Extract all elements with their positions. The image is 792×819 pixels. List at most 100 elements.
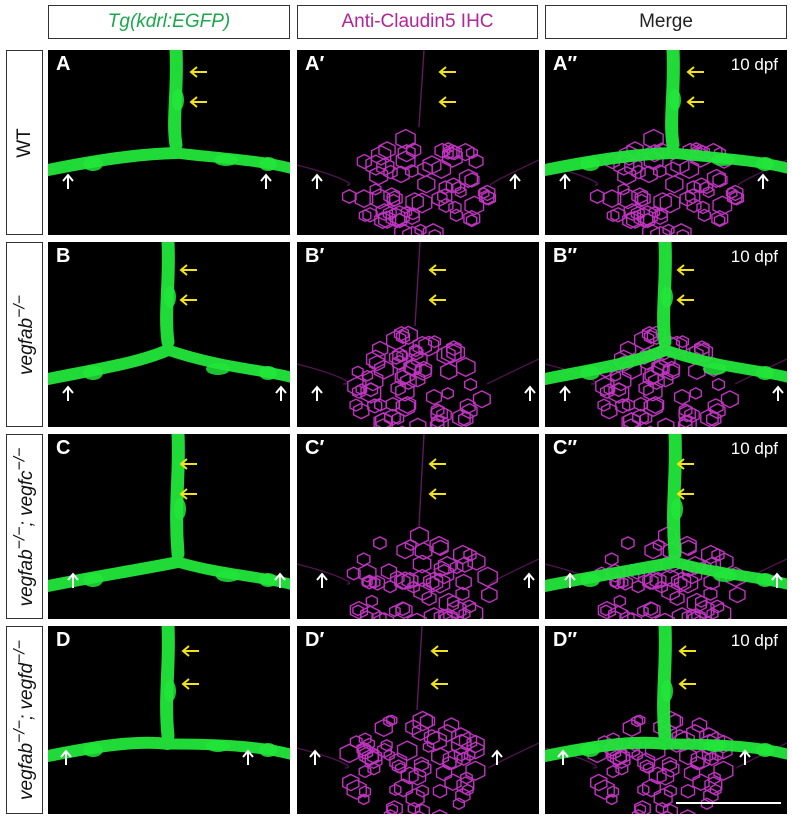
- micrograph-image: [545, 626, 787, 814]
- white-arrow-icon: [311, 173, 323, 189]
- column-header-egfp: Tg(kdrl:EGFP): [48, 5, 290, 39]
- yellow-arrow-icon: [428, 264, 446, 276]
- yellow-arrow-icon: [676, 458, 694, 470]
- panel-label: B′: [305, 245, 325, 267]
- row-label-text: WT: [13, 127, 35, 158]
- white-arrow-icon: [316, 572, 328, 588]
- yellow-arrow-icon: [181, 678, 199, 690]
- stage-label: 10 dpf: [730, 247, 778, 266]
- micrograph-image: [297, 434, 539, 619]
- panel-label: A: [56, 53, 71, 75]
- white-arrow-icon: [564, 572, 576, 588]
- white-arrow-icon: [260, 173, 272, 189]
- stage-label: 10 dpf: [730, 439, 778, 458]
- white-arrow-icon: [739, 749, 751, 765]
- panel-label: A′: [305, 53, 325, 75]
- yellow-arrow-icon: [179, 264, 197, 276]
- yellow-arrow-icon: [686, 96, 704, 108]
- white-arrow-icon: [62, 173, 74, 189]
- micrograph-panel: B′: [297, 242, 539, 427]
- yellow-arrow-icon: [686, 66, 704, 78]
- yellow-arrow-icon: [179, 458, 197, 470]
- scale-bar: [676, 802, 781, 804]
- micrograph-panel: B″ 10 dpf: [545, 242, 787, 427]
- yellow-arrow-icon: [189, 66, 207, 78]
- panel-label: A″: [553, 53, 578, 75]
- column-header-label: Tg(kdrl:EGFP): [107, 11, 231, 32]
- yellow-arrow-icon: [428, 488, 446, 500]
- row-label-wt: WT: [6, 50, 43, 235]
- column-header-label: Anti-Claudin5 IHC: [341, 11, 494, 32]
- yellow-arrow-icon: [678, 678, 696, 690]
- stage-label: 10 dpf: [730, 55, 778, 74]
- yellow-arrow-icon: [676, 294, 694, 306]
- micrograph-panel: D: [48, 626, 290, 814]
- yellow-arrow-icon: [428, 458, 446, 470]
- micrograph-panel: D′: [297, 626, 539, 814]
- white-arrow-icon: [524, 385, 536, 401]
- yellow-arrow-icon: [179, 488, 197, 500]
- micrograph-panel: C: [48, 434, 290, 619]
- yellow-arrow-icon: [676, 488, 694, 500]
- white-arrow-icon: [311, 385, 323, 401]
- white-arrow-icon: [559, 385, 571, 401]
- yellow-arrow-icon: [438, 96, 456, 108]
- panel-label: D″: [553, 629, 578, 651]
- panel-label: C: [56, 437, 71, 459]
- micrograph-panel: C′: [297, 434, 539, 619]
- panel-label: C′: [305, 437, 325, 459]
- row-label-text: vegfab−/−; vegfc−/−: [11, 447, 37, 606]
- white-arrow-icon: [275, 385, 287, 401]
- micrograph-panel: C″ 10 dpf: [545, 434, 787, 619]
- yellow-arrow-icon: [676, 264, 694, 276]
- white-arrow-icon: [62, 385, 74, 401]
- yellow-arrow-icon: [181, 645, 199, 657]
- micrograph-image: [545, 434, 787, 619]
- micrograph-image: [545, 50, 787, 235]
- micrograph-image: [297, 50, 539, 235]
- column-header-merge: Merge: [545, 5, 787, 39]
- white-arrow-icon: [242, 749, 254, 765]
- white-arrow-icon: [559, 173, 571, 189]
- stage-label: 10 dpf: [730, 631, 778, 650]
- micrograph-image: [297, 626, 539, 814]
- row-label-vegfab-vegfc: vegfab−/−; vegfc−/−: [6, 434, 43, 619]
- column-header-claudin5: Anti-Claudin5 IHC: [297, 5, 538, 39]
- row-label-text: vegfab−/−: [11, 294, 37, 375]
- micrograph-panel: A″ 10 dpf: [545, 50, 787, 235]
- micrograph-panel: B: [48, 242, 290, 427]
- column-header-label: Merge: [639, 11, 693, 32]
- white-arrow-icon: [60, 749, 72, 765]
- white-arrow-icon: [274, 572, 286, 588]
- yellow-arrow-icon: [430, 645, 448, 657]
- white-arrow-icon: [772, 385, 784, 401]
- micrograph-image: [48, 50, 290, 189]
- micrograph-panel: D″ 10 dpf: [545, 626, 787, 814]
- white-arrow-icon: [557, 749, 569, 765]
- row-label-text: vegfab−/−; vegfd−/−: [11, 640, 37, 800]
- white-arrow-icon: [67, 572, 79, 588]
- panel-label: B: [56, 245, 71, 267]
- micrograph-image: [297, 242, 539, 427]
- yellow-arrow-icon: [189, 96, 207, 108]
- panel-label: B″: [553, 245, 578, 267]
- micrograph-image: [545, 242, 787, 427]
- row-label-vegfab: vegfab−/−: [6, 242, 43, 427]
- white-arrow-icon: [509, 173, 521, 189]
- yellow-arrow-icon: [430, 678, 448, 690]
- micrograph-image: [48, 242, 290, 401]
- yellow-arrow-icon: [678, 645, 696, 657]
- micrograph-image: [48, 626, 290, 765]
- white-arrow-icon: [523, 572, 535, 588]
- micrograph-image: [48, 434, 290, 592]
- panel-label: D′: [305, 629, 325, 651]
- yellow-arrow-icon: [428, 294, 446, 306]
- white-arrow-icon: [309, 749, 321, 765]
- yellow-arrow-icon: [438, 66, 456, 78]
- white-arrow-icon: [491, 749, 503, 765]
- micrograph-panel: A: [48, 50, 290, 235]
- white-arrow-icon: [771, 572, 783, 588]
- panel-label: D: [56, 629, 71, 651]
- white-arrow-icon: [757, 173, 769, 189]
- yellow-arrow-icon: [179, 294, 197, 306]
